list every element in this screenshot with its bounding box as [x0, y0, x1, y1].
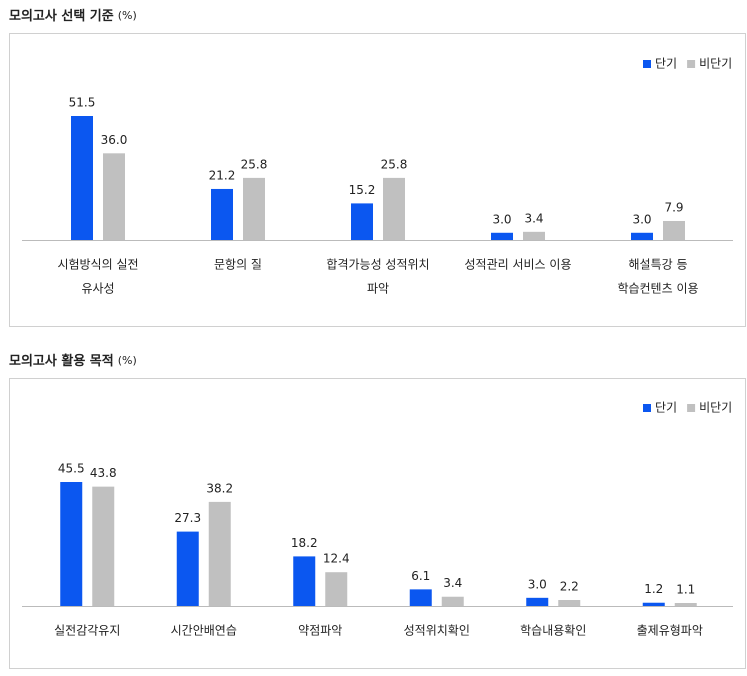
bar — [208, 501, 231, 606]
value-label: 51.5 — [69, 96, 96, 110]
legend-label: 단기 — [655, 401, 677, 415]
category-label: 해설특강 등 — [628, 258, 687, 272]
value-label: 25.8 — [381, 157, 408, 171]
bar — [663, 220, 685, 240]
bar — [211, 188, 233, 240]
legend-label: 단기 — [655, 57, 677, 71]
legend-label: 비단기 — [699, 401, 732, 415]
bar — [176, 531, 199, 606]
category-label: 성적위치확인 — [404, 624, 470, 638]
chart-title: 모의고사 활용 목적 (%) — [9, 353, 137, 369]
title-unit: (%) — [118, 354, 137, 367]
legend-swatch — [687, 60, 696, 68]
category-label: 성적관리 서비스 이용 — [465, 258, 572, 272]
category-label: 학습내용확인 — [520, 624, 586, 638]
category-label: 유사성 — [81, 282, 114, 296]
value-label: 25.8 — [241, 157, 268, 171]
bar — [441, 596, 464, 606]
value-label: 15.2 — [349, 183, 376, 197]
bar — [243, 177, 265, 240]
category-label: 파악 — [367, 282, 389, 296]
bar — [60, 482, 83, 606]
value-label: 43.8 — [90, 466, 117, 480]
value-label: 1.1 — [676, 583, 695, 597]
legend-swatch — [643, 60, 651, 68]
panel — [9, 33, 746, 327]
title-unit: (%) — [118, 9, 137, 22]
category-label: 합격가능성 성적위치 — [326, 258, 429, 272]
bar — [103, 153, 125, 240]
title-text: 모의고사 활용 목적 — [9, 353, 114, 369]
bar — [523, 231, 545, 240]
chart-title: 모의고사 선택 기준 (%) — [9, 8, 137, 24]
legend-swatch — [643, 404, 651, 412]
category-label: 문항의 질 — [214, 258, 262, 272]
bar — [383, 177, 405, 240]
value-label: 27.3 — [174, 511, 201, 525]
category-label: 시간안배연습 — [171, 624, 237, 638]
bar — [491, 232, 513, 240]
title-text: 모의고사 선택 기준 — [9, 8, 114, 24]
category-label: 실전감각유지 — [54, 624, 120, 638]
value-label: 21.2 — [209, 168, 236, 182]
bar — [674, 603, 697, 606]
bar — [293, 556, 316, 606]
legend-swatch — [687, 404, 696, 412]
value-label: 18.2 — [291, 536, 318, 550]
bar — [92, 486, 115, 606]
bar — [409, 589, 432, 606]
category-label: 학습컨텐츠 이용 — [617, 282, 698, 296]
value-label: 6.1 — [411, 569, 430, 583]
bar — [526, 597, 549, 606]
panel — [9, 378, 746, 669]
value-label: 45.5 — [58, 462, 85, 476]
bar — [631, 232, 653, 240]
value-label: 3.4 — [443, 576, 462, 590]
value-label: 3.4 — [524, 211, 543, 225]
category-label: 시험방식의 실전 — [57, 258, 138, 272]
value-label: 3.0 — [528, 577, 547, 591]
value-label: 3.0 — [632, 212, 651, 226]
value-label: 36.0 — [101, 133, 128, 147]
value-label: 38.2 — [206, 481, 233, 495]
bar — [325, 572, 348, 606]
bar — [351, 203, 373, 240]
legend-label: 비단기 — [699, 57, 732, 71]
bar — [558, 600, 581, 606]
bar — [642, 602, 665, 606]
bar — [71, 116, 93, 240]
category-label: 출제유형파악 — [637, 624, 703, 638]
category-label: 약점파악 — [298, 623, 342, 638]
value-label: 7.9 — [664, 200, 683, 214]
value-label: 3.0 — [492, 212, 511, 226]
value-label: 2.2 — [560, 580, 579, 594]
value-label: 1.2 — [644, 582, 663, 596]
value-label: 12.4 — [323, 552, 350, 566]
